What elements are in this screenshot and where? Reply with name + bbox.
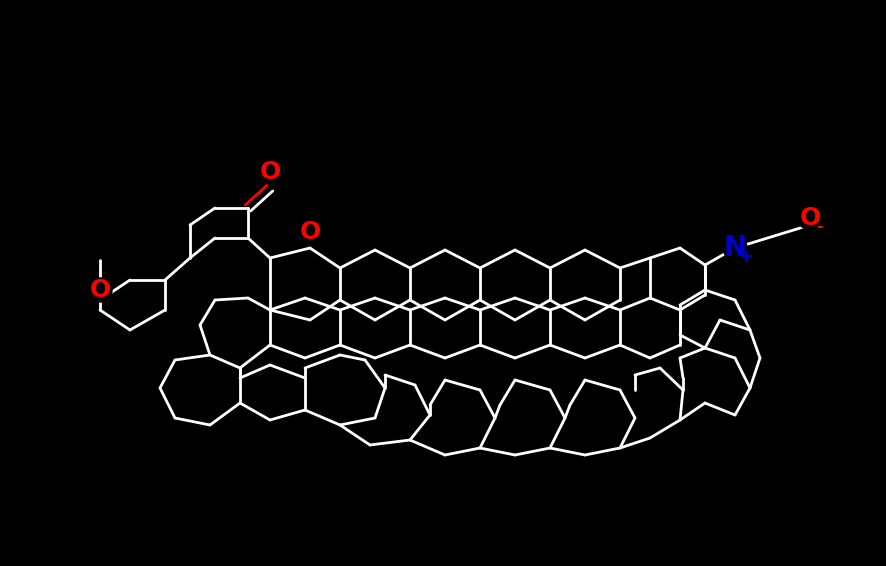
Text: O: O — [259, 160, 280, 184]
Text: O: O — [89, 278, 111, 302]
Circle shape — [722, 236, 746, 260]
Text: N: N — [723, 234, 746, 262]
Text: -: - — [816, 218, 822, 234]
Circle shape — [298, 220, 322, 244]
Circle shape — [258, 160, 282, 184]
Text: O: O — [798, 206, 820, 230]
Text: O: O — [299, 220, 320, 244]
Circle shape — [88, 278, 112, 302]
Circle shape — [797, 206, 821, 230]
Text: +: + — [738, 248, 752, 266]
